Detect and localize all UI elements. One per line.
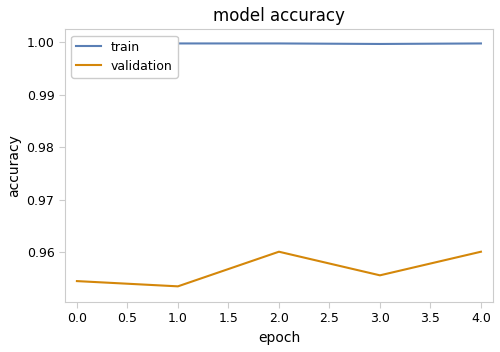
- validation: [377, 273, 383, 277]
- Legend: train, validation: train, validation: [71, 36, 178, 78]
- train: [74, 42, 80, 46]
- Title: model accuracy: model accuracy: [213, 7, 345, 25]
- Line: train: train: [77, 43, 481, 44]
- validation: [175, 284, 181, 288]
- train: [377, 42, 383, 46]
- train: [276, 41, 282, 45]
- Y-axis label: accuracy: accuracy: [7, 134, 21, 197]
- validation: [74, 279, 80, 283]
- train: [478, 41, 484, 45]
- Line: validation: validation: [77, 252, 481, 286]
- X-axis label: epoch: epoch: [258, 331, 300, 345]
- train: [175, 41, 181, 45]
- validation: [276, 250, 282, 254]
- validation: [478, 250, 484, 254]
